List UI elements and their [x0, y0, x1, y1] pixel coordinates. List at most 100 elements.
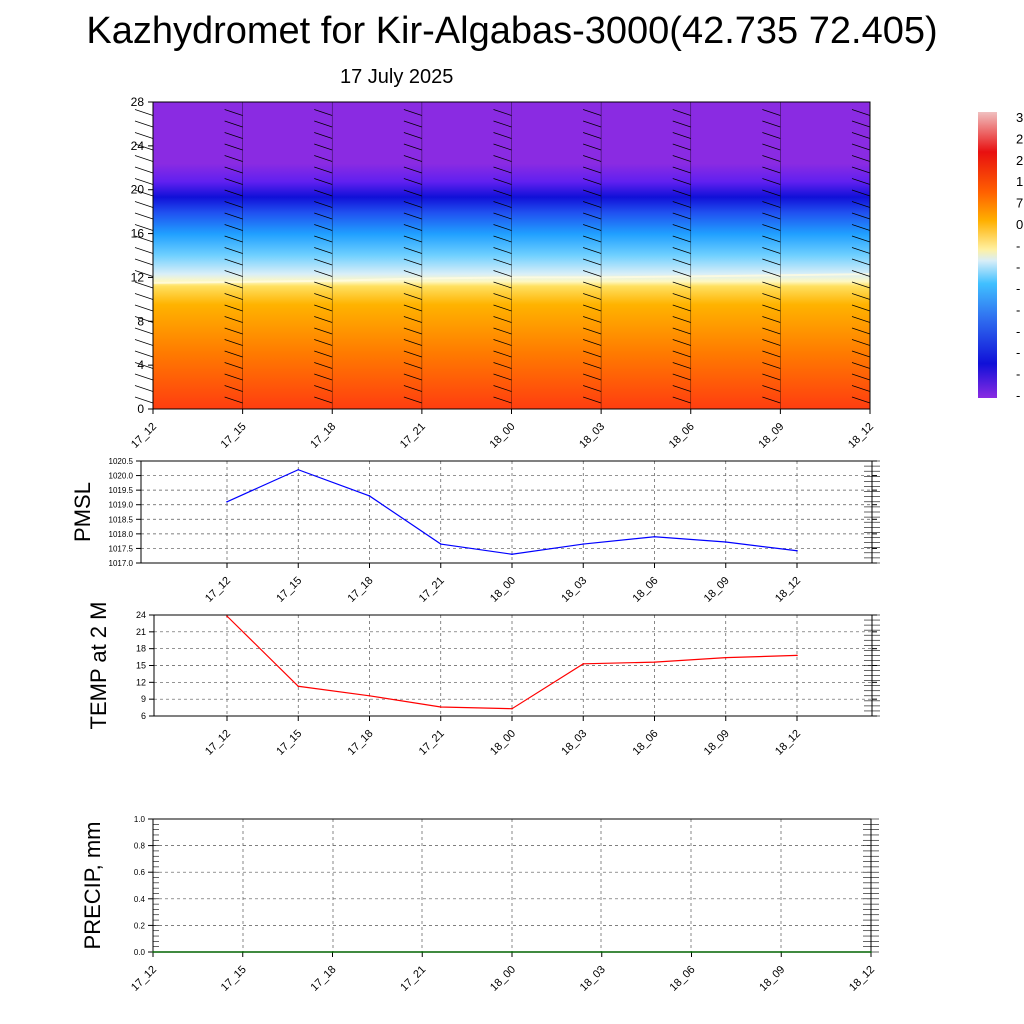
pmsl-point — [439, 543, 442, 545]
wind-barb — [672, 316, 691, 323]
wind-barb — [762, 224, 781, 231]
wind-barb — [672, 293, 691, 300]
wind-barb — [134, 270, 154, 277]
wind-barb — [851, 224, 871, 231]
wind-barb — [493, 339, 512, 346]
x-tick-label: 17_12 — [129, 964, 159, 994]
wind-barb — [493, 120, 512, 128]
wind-barb — [493, 132, 512, 139]
wind-barb — [583, 293, 602, 300]
wind-barb — [134, 304, 154, 312]
wind-barb — [493, 270, 512, 277]
wind-barb — [851, 212, 871, 220]
colorbar-label: - — [1016, 260, 1020, 275]
wind-barb — [134, 293, 154, 300]
vertical-section-panel: 0 4 8 12 16 20 24 28 17_12 17_15 17_18 17_21 18_00 18… — [129, 95, 876, 451]
wind-barb — [583, 327, 602, 335]
wind-barb — [314, 132, 333, 139]
x-tick-label: 18_12 — [773, 575, 803, 605]
wind-barb — [403, 155, 422, 162]
colorbar-fill — [978, 112, 997, 398]
wind-barb — [672, 258, 691, 266]
y-tick-label: 1020.0 — [109, 472, 134, 481]
x-tick-label: 17_15 — [274, 728, 304, 758]
wind-barb — [493, 293, 512, 300]
wind-barb — [672, 120, 691, 128]
wind-barb — [134, 155, 154, 162]
wind-barb — [851, 373, 871, 381]
wind-barb — [314, 235, 333, 243]
x-tick-label: 17_18 — [308, 421, 338, 451]
wind-barb — [134, 385, 154, 392]
x-tick-label: 18_09 — [702, 728, 732, 758]
wind-barb — [851, 270, 871, 277]
wind-barb — [224, 396, 243, 404]
x-tick-label: 18_00 — [488, 575, 518, 605]
wind-barb — [224, 373, 243, 381]
y-tick-label: 0.6 — [134, 868, 146, 877]
wind-barb — [403, 247, 422, 254]
wind-barb — [134, 132, 154, 139]
wind-barb — [224, 155, 243, 162]
wind-barb — [134, 373, 154, 381]
x-tick-label: 18_06 — [668, 964, 698, 994]
wind-barb — [314, 224, 333, 231]
precip-point — [780, 951, 783, 953]
wind-barb — [224, 143, 243, 151]
colorbar-label: - — [1016, 302, 1020, 317]
wind-barb — [224, 339, 243, 346]
wind-barb — [314, 155, 333, 162]
precip-point — [870, 951, 872, 953]
wind-barb — [403, 201, 422, 208]
y-tick-label: 15 — [136, 661, 146, 671]
wind-barb — [762, 132, 781, 139]
wind-barb — [224, 281, 243, 289]
wind-barb — [314, 396, 333, 404]
wind-barb — [493, 316, 512, 323]
wind-barb — [672, 362, 691, 369]
colorbar-label: - — [1016, 324, 1020, 339]
wind-barb — [403, 396, 422, 404]
wind-barb — [851, 109, 871, 116]
wind-barb — [672, 201, 691, 208]
panel-frame — [153, 614, 873, 717]
y-tick-label: 1.0 — [134, 815, 146, 824]
precip-point — [600, 951, 603, 953]
wind-barb — [493, 224, 512, 231]
x-tick-label: 18_06 — [631, 575, 661, 605]
wind-barb — [403, 235, 422, 243]
wind-barb — [134, 247, 154, 254]
wind-barb — [493, 189, 512, 197]
chart-title: Kazhydromet for Kir-Algabas-3000(42.735 … — [86, 10, 938, 52]
wind-barb — [224, 212, 243, 220]
wind-barb — [403, 270, 422, 277]
wind-barb — [403, 132, 422, 139]
wind-barb — [851, 132, 871, 139]
wind-barb — [403, 224, 422, 231]
wind-barb — [672, 304, 691, 312]
wind-barb — [134, 120, 154, 128]
wind-barb — [851, 166, 871, 174]
wind-barb — [583, 258, 602, 266]
wind-barb — [134, 201, 154, 208]
wind-barb — [762, 362, 781, 369]
wind-barb — [314, 373, 333, 381]
y-tick-label: 1017.5 — [109, 544, 134, 553]
pmsl-panel: 1017.0 1017.5 1018.0 1018.5 1019.0 1019.5 1020… — [70, 457, 880, 605]
x-tick-label: 17_15 — [219, 964, 249, 994]
wind-barb — [134, 281, 154, 289]
temp-point — [582, 663, 585, 665]
wind-barb — [851, 155, 871, 162]
pmsl-point — [796, 549, 798, 552]
colorbar-label: 2 — [1016, 153, 1023, 168]
wind-barb — [493, 212, 512, 220]
wind-barb — [403, 327, 422, 335]
wind-barb — [762, 201, 781, 208]
wind-barb — [314, 258, 333, 266]
wind-barb — [762, 293, 781, 300]
wind-barb — [851, 362, 871, 369]
wind-barb — [851, 350, 871, 358]
wind-barb — [403, 373, 422, 381]
wind-barb — [224, 258, 243, 266]
wind-barb — [762, 339, 781, 346]
